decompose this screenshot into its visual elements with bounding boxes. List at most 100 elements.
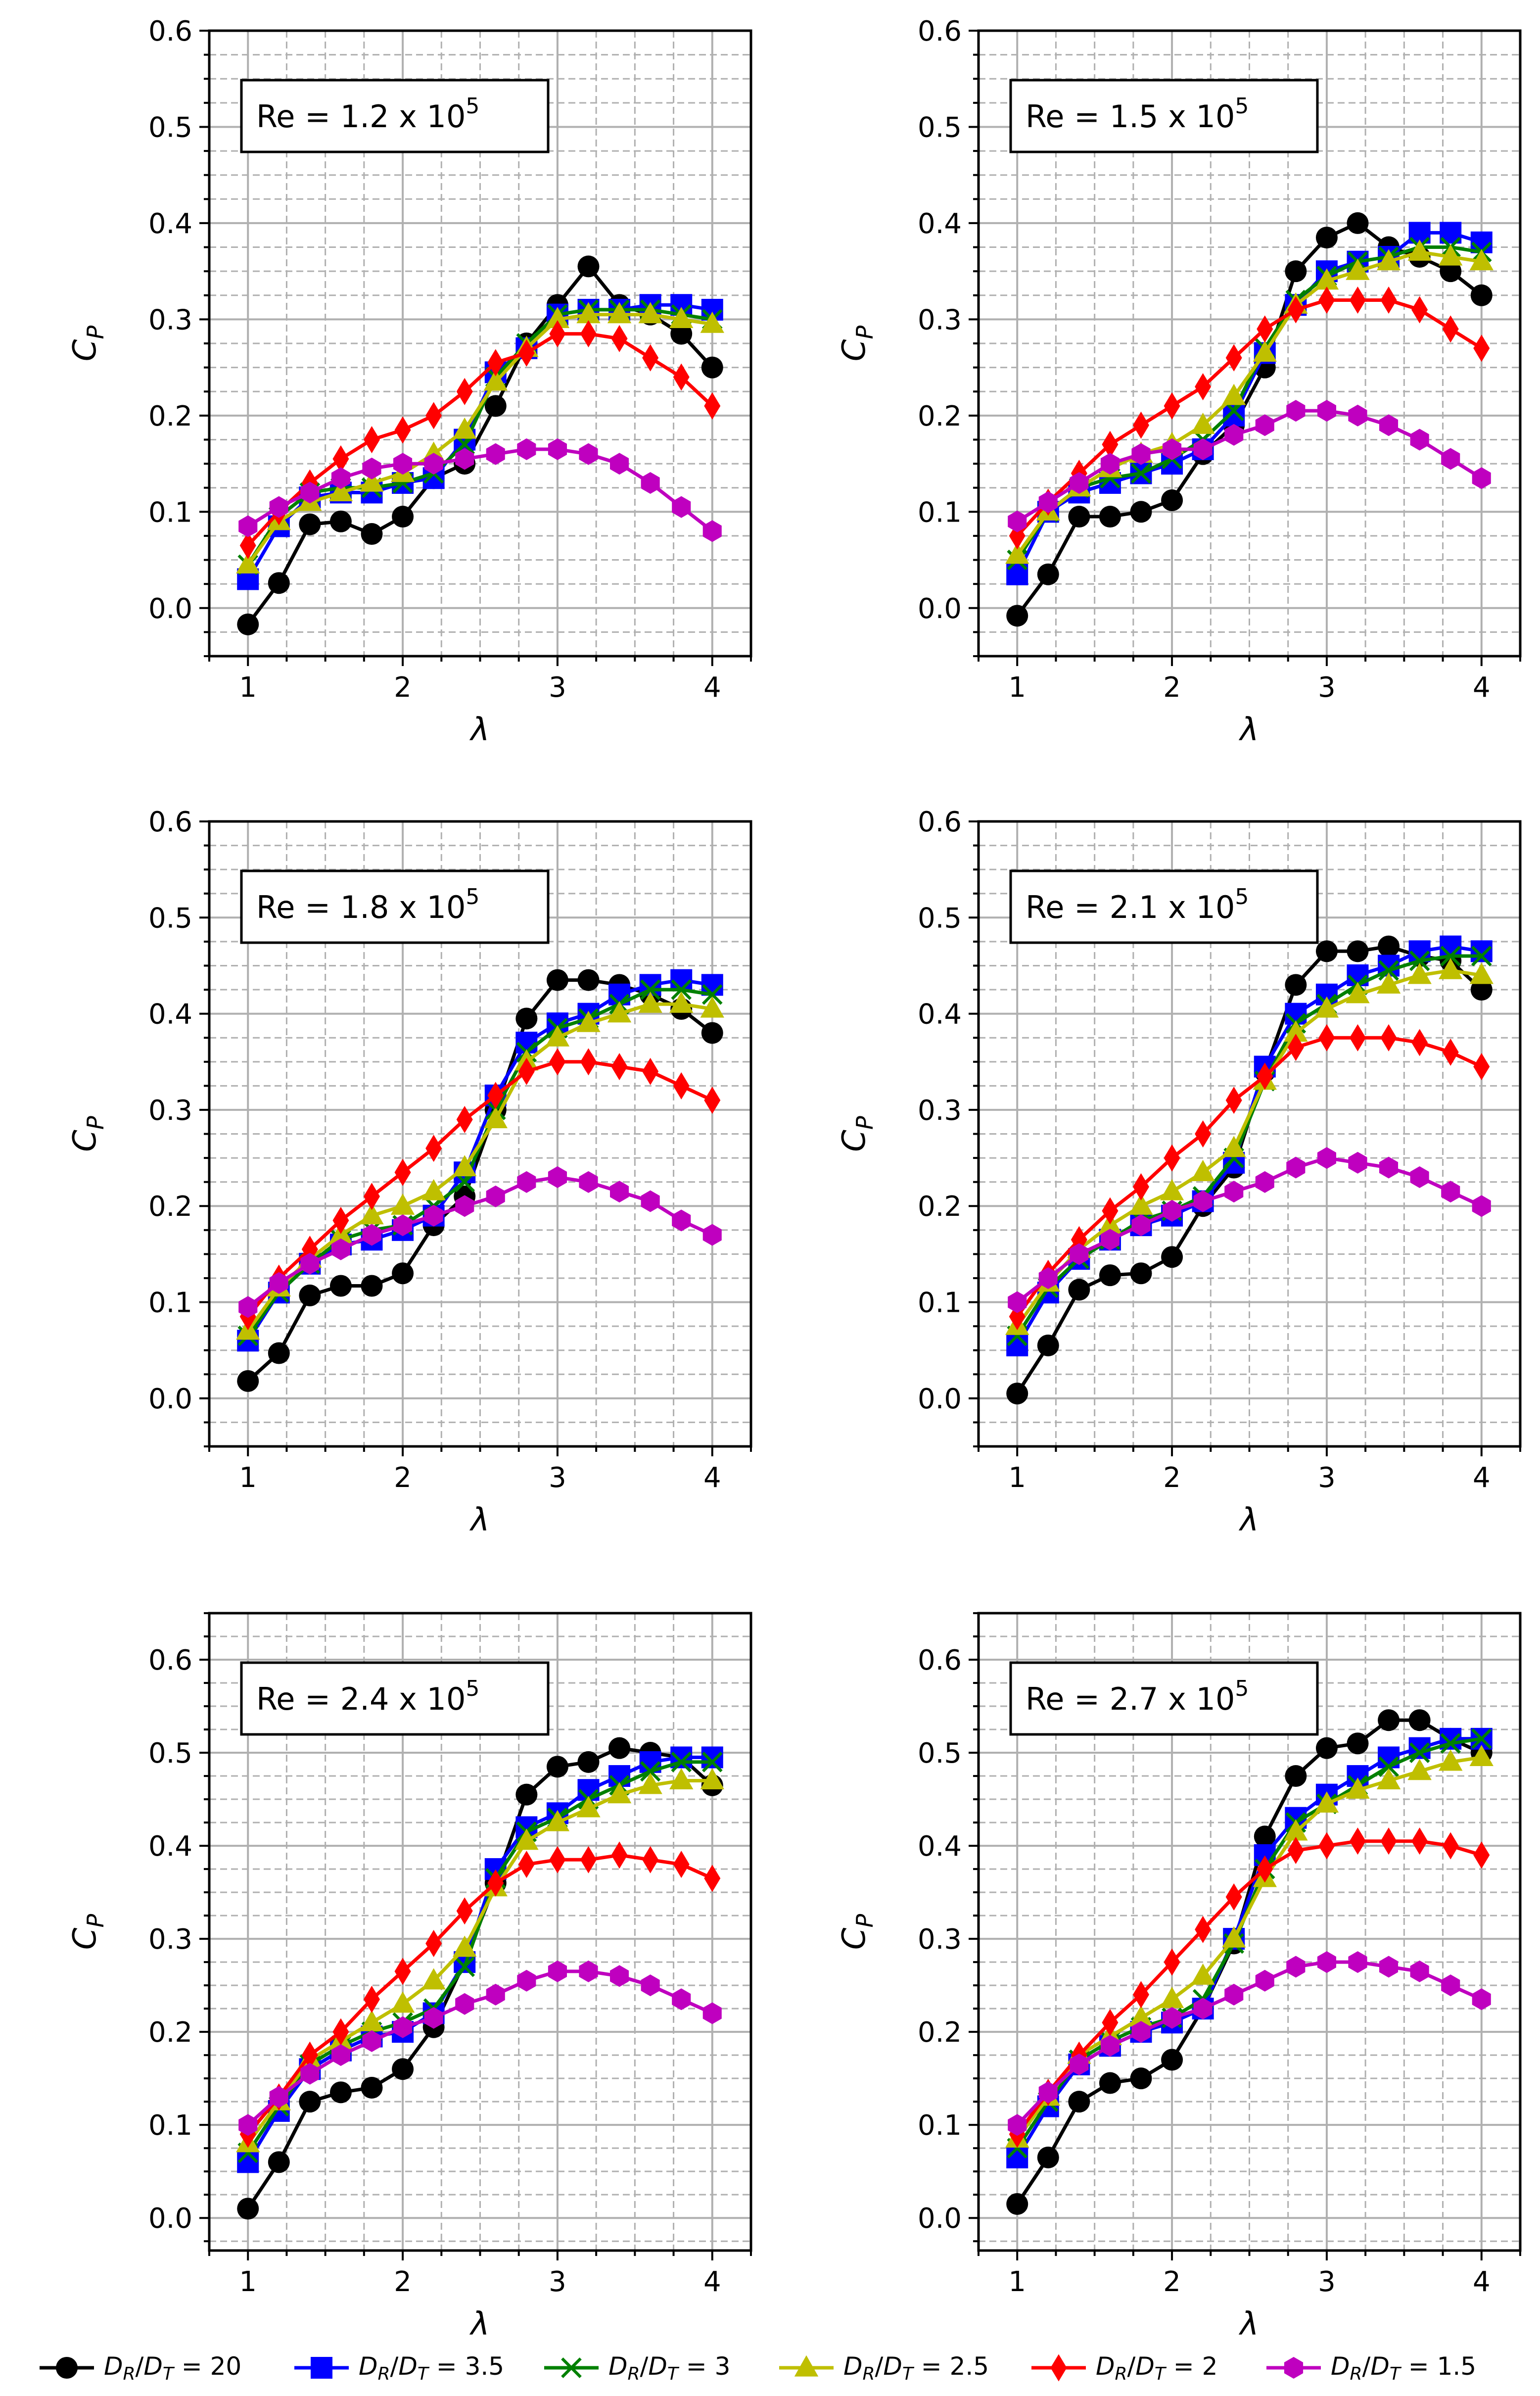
- data-point: [1130, 501, 1152, 523]
- data-point: [701, 1746, 723, 1769]
- series-2: [1009, 1827, 1490, 2148]
- series-line: [1016, 1718, 1483, 2205]
- x-tick-label: 2: [1163, 671, 1181, 704]
- annotation-box: [240, 1661, 550, 1736]
- y-tick-label: 0.5: [918, 902, 962, 934]
- annotation-text: Re = 1.8 x 105: [256, 884, 479, 925]
- data-point: [237, 1370, 259, 1392]
- series-1.5: [238, 1166, 722, 1318]
- data-point: [1006, 2193, 1028, 2215]
- data-point: [1473, 335, 1490, 362]
- y-tick-label: 0.4: [918, 1830, 962, 1863]
- y-tick-label: 0.4: [918, 208, 962, 240]
- data-point: [424, 453, 443, 475]
- data-point: [1376, 972, 1401, 994]
- data-point: [641, 472, 660, 494]
- data-point: [1257, 315, 1273, 343]
- data-point: [642, 1846, 659, 1873]
- data-point: [425, 1135, 442, 1162]
- data-point: [1411, 1029, 1428, 1056]
- data-point: [1411, 296, 1428, 324]
- data-point: [1346, 1777, 1370, 1799]
- data-point: [1284, 1020, 1308, 1042]
- y-tick-label: 0.5: [918, 1737, 962, 1770]
- data-point: [456, 378, 473, 405]
- data-point: [329, 510, 352, 532]
- data-point: [424, 2007, 443, 2029]
- x-tick-label: 4: [1473, 1462, 1491, 1494]
- y-tick-label: 0.3: [148, 1923, 192, 1956]
- data-point: [1070, 472, 1089, 494]
- data-point: [1129, 2005, 1153, 2027]
- data-point: [1255, 1969, 1274, 1992]
- legend-marker: [311, 2357, 332, 2379]
- data-point: [1350, 1827, 1366, 1855]
- data-point: [1410, 1166, 1429, 1188]
- series-1.5: [1008, 1147, 1491, 1313]
- y-tick-label: 0.2: [918, 2016, 962, 2049]
- axes-frame: [977, 29, 1522, 658]
- data-point: [1380, 1024, 1397, 1052]
- data-point: [1257, 1062, 1273, 1090]
- data-point: [579, 443, 598, 465]
- data-point: [360, 1203, 384, 1225]
- data-point: [545, 307, 570, 328]
- x-tick-label: 3: [1318, 2266, 1336, 2298]
- data-point: [269, 496, 288, 518]
- data-point: [268, 572, 290, 594]
- x-tick-label: 1: [1008, 671, 1026, 704]
- data-point: [577, 969, 600, 991]
- data-point: [1161, 489, 1183, 511]
- data-point: [700, 311, 724, 333]
- y-tick-label: 0.0: [148, 593, 192, 625]
- data-point: [1379, 414, 1399, 436]
- data-point: [642, 1057, 659, 1085]
- data-point: [515, 1007, 538, 1030]
- data-point: [332, 2018, 349, 2046]
- data-point: [1287, 1034, 1304, 1061]
- data-point: [329, 1275, 352, 1297]
- annotation-box: [1009, 79, 1319, 153]
- y-axis-label: CP: [67, 326, 109, 362]
- data-point: [1286, 1956, 1306, 1978]
- data-point: [671, 1752, 692, 1773]
- data-point: [1129, 1193, 1153, 1215]
- data-point: [1131, 1214, 1151, 1237]
- data-point: [1038, 491, 1058, 513]
- data-point: [1286, 1156, 1306, 1179]
- data-point: [1224, 1181, 1244, 1203]
- data-point: [1037, 2146, 1059, 2168]
- legend-entry-6: DR/DT = 1.5: [1266, 2352, 1476, 2384]
- data-point: [1469, 249, 1493, 271]
- data-point: [548, 438, 567, 460]
- y-axis-label: CP: [836, 1914, 878, 1950]
- series-line: [1016, 1960, 1483, 2126]
- annotation-text: Re = 2.4 x 105: [256, 1676, 479, 1717]
- data-point: [638, 991, 662, 1013]
- data-point: [1409, 1742, 1430, 1763]
- data-point: [1348, 404, 1367, 427]
- data-point: [577, 255, 600, 278]
- x-tick-label: 2: [394, 671, 412, 704]
- data-point: [1472, 1195, 1491, 1217]
- data-point: [641, 1974, 660, 1997]
- data-point: [546, 969, 568, 991]
- data-point: [1407, 1759, 1432, 1780]
- data-point: [701, 1022, 723, 1044]
- data-point: [1440, 946, 1461, 966]
- data-point: [1379, 1156, 1399, 1179]
- data-point: [1164, 1948, 1180, 1976]
- data-point: [518, 1851, 535, 1878]
- data-point: [1318, 1024, 1335, 1052]
- data-point: [1410, 1960, 1429, 1982]
- x-tick-label: 2: [394, 1462, 412, 1494]
- series-line: [1016, 1156, 1483, 1304]
- data-point: [393, 2016, 413, 2038]
- data-point: [580, 320, 597, 348]
- panel-6: 1 2 3 4 0.0 0.1 0.2 0.3 0.4 0.5 0.6 λ CP Re = 2.7 x 1…: [836, 1612, 1522, 2343]
- data-point: [549, 1048, 566, 1076]
- y-tick-label: 0.2: [148, 2016, 192, 2049]
- data-point: [1130, 463, 1152, 484]
- data-point: [1191, 1964, 1215, 1985]
- data-point: [456, 1897, 473, 1925]
